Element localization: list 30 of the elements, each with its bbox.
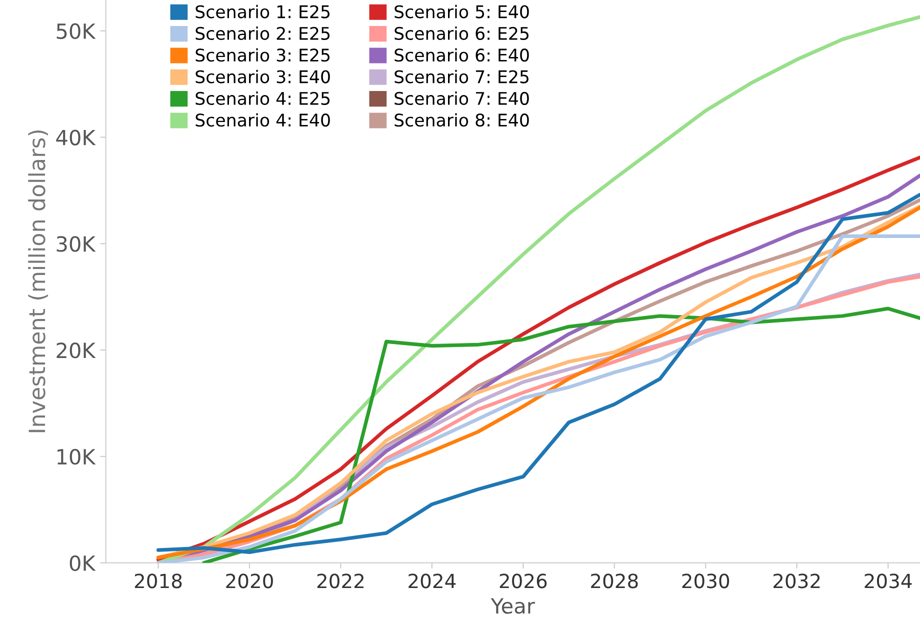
x-tick-label: 2022 — [317, 574, 364, 588]
x-axis-title: Year — [490, 598, 535, 614]
legend-label: Scenario 1: E25 — [196, 4, 330, 18]
y-axis-title: Investment (million dollars) — [28, 130, 48, 432]
legend-label: Scenario 5: E40 — [394, 4, 529, 18]
y-tick-label: 20K — [56, 342, 96, 358]
y-tick-label: 40K — [56, 130, 96, 146]
x-tick-label: 2032 — [774, 574, 820, 588]
y-tick-label: 10K — [58, 448, 96, 465]
legend-label: Scenario 7: E25 — [394, 70, 528, 84]
legend-label: Scenario 2: E25 — [196, 26, 330, 40]
line-series — [202, 306, 920, 563]
y-tick-label: 30K — [56, 236, 96, 252]
legend-label: Scenario 4: E40 — [196, 113, 330, 127]
x-tick-label: 2028 — [591, 574, 638, 588]
legend-label: Scenario 3: E25 — [196, 48, 330, 62]
x-tick-label: 2034 — [864, 574, 912, 588]
x-tick-label: 2018 — [134, 574, 182, 588]
legend-label: Scenario 8: E40 — [394, 113, 529, 127]
x-tick-label: 2020 — [226, 574, 273, 588]
x-tick-label: 2024 — [408, 574, 456, 588]
x-tick-label: 2026 — [500, 574, 547, 588]
legend-label: Scenario 3: E40 — [196, 70, 330, 84]
legend-label: Scenario 7: E40 — [394, 92, 529, 105]
y-tick-label: 0K — [70, 555, 96, 572]
legend-label: Scenario 4: E25 — [196, 92, 330, 105]
x-tick-label: 2030 — [682, 574, 730, 588]
y-tick-label: 50K — [56, 23, 96, 40]
legend-label: Scenario 6: E40 — [394, 48, 529, 62]
legend-label: Scenario 6: E25 — [394, 26, 528, 40]
